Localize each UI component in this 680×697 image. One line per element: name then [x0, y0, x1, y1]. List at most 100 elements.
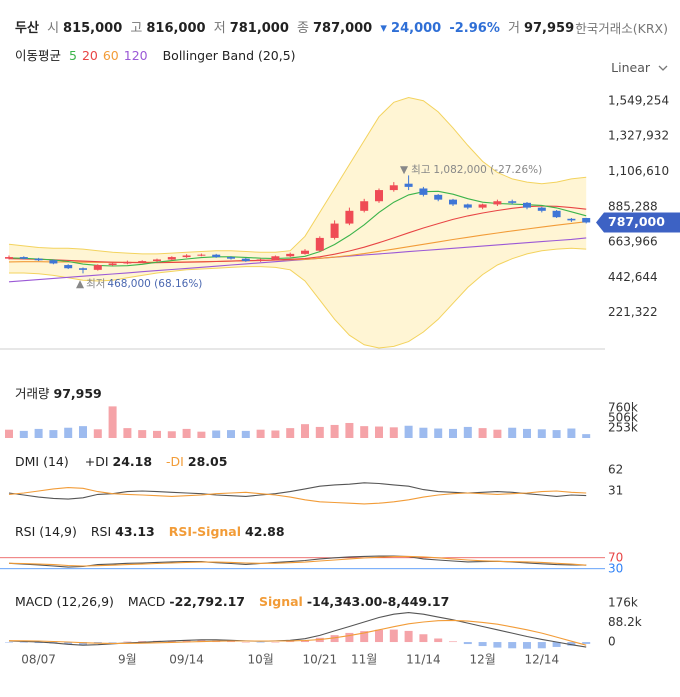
- band-legend: Bollinger Band (20,5): [162, 48, 296, 63]
- volume-bar: [389, 427, 398, 438]
- candle-body: [167, 257, 176, 260]
- legend-value: 97,959: [53, 386, 102, 401]
- volume-bar: [463, 426, 472, 438]
- macd-legend: MACD (12,26,9) MACD -22,792.17 Signal -14,…: [15, 594, 453, 609]
- histogram-bar: [434, 638, 443, 643]
- annotation-part: 최저: [86, 278, 105, 290]
- volume-bar: [167, 431, 176, 438]
- histogram-bar: [227, 641, 235, 643]
- volume-bar: [286, 428, 295, 438]
- volume-bar: [64, 427, 73, 438]
- histogram-bar: [256, 642, 265, 643]
- volume-bar: [567, 428, 576, 438]
- histogram-bar: [582, 642, 591, 644]
- candle-body: [301, 250, 309, 254]
- candle-body: [315, 237, 324, 251]
- y-tick-label: 442,644: [608, 270, 658, 284]
- volume-bar: [227, 430, 235, 438]
- x-tick-label: 11월: [351, 653, 377, 667]
- indicator-line: [8, 612, 587, 648]
- candle-body: [64, 265, 73, 269]
- annotation: ▼ 최고 1,082,000 (-27.26%): [400, 164, 542, 176]
- candle-body: [153, 259, 161, 262]
- histogram-bar: [493, 642, 502, 648]
- candle-body: [123, 261, 132, 264]
- candle-body: [493, 201, 502, 205]
- ma-legend: 120: [123, 48, 148, 63]
- histogram-bar: [463, 642, 472, 645]
- y-tick-label: 1,327,932: [608, 129, 669, 143]
- histogram-bar: [301, 640, 309, 643]
- histogram-bar: [404, 630, 413, 643]
- x-tick-label: 11/14: [406, 653, 441, 667]
- histogram-bar: [375, 629, 383, 643]
- histogram-bar: [123, 641, 132, 643]
- candle-body: [552, 210, 561, 218]
- y-tick-label: 885,288: [608, 199, 658, 213]
- volume-bar: [404, 425, 413, 438]
- histogram-bar: [419, 634, 428, 643]
- close-label: 종: [297, 21, 310, 36]
- quote-header: 두산 시 815,000 고 816,000 저 781,000 종 787,000 ▾…: [15, 17, 578, 36]
- annotation-part: 최고: [411, 164, 431, 176]
- moving-average: [8, 205, 587, 264]
- candle-body: [375, 190, 383, 202]
- volume-bar: [197, 431, 206, 438]
- x-tick-label: 08/07: [21, 653, 56, 667]
- candle-body: [434, 194, 443, 200]
- candle-body: [271, 256, 280, 260]
- panel-title: MACD (12,26,9): [15, 594, 114, 609]
- high-value: 816,000: [146, 21, 206, 36]
- candle-body: [419, 188, 428, 195]
- volume-bar: [315, 426, 324, 438]
- legend-value: -8,449.17: [382, 594, 450, 609]
- legend-value: -22,792.17: [169, 594, 245, 609]
- histogram-bar: [523, 642, 531, 649]
- candle-body: [449, 199, 457, 205]
- y-tick-label: 506k: [608, 410, 638, 424]
- volume-bar: [241, 430, 250, 438]
- volume-bar: [182, 428, 191, 438]
- y-tick-label: 70: [608, 550, 623, 564]
- volume-bar: [271, 430, 280, 438]
- histogram-bar: [330, 635, 339, 643]
- histogram-bar: [5, 642, 13, 643]
- candle-body: [197, 254, 206, 256]
- candle-body: [256, 259, 265, 262]
- histogram-bar: [537, 642, 546, 649]
- y-tick-label: 760k: [608, 400, 638, 414]
- candle-body: [478, 204, 487, 208]
- volume-bar: [449, 428, 457, 438]
- volume-bar: [375, 426, 383, 438]
- volume-bar: [123, 428, 132, 438]
- candle-body: [404, 183, 413, 187]
- price-tag-label: 787,000: [608, 214, 665, 229]
- candle-body: [537, 207, 546, 211]
- legend-name: RSI-Signal: [168, 524, 242, 539]
- y-tick-label: 88.2k: [608, 615, 642, 629]
- bollinger-fill: [9, 97, 587, 348]
- volume-bar: [434, 428, 443, 438]
- candle-body: [19, 257, 28, 259]
- candle-body: [582, 217, 591, 223]
- candle-body: [108, 263, 117, 266]
- open-label: 시: [47, 21, 60, 36]
- change-value: 24,000: [391, 21, 442, 36]
- candle-body: [567, 218, 576, 221]
- volume-bar: [79, 426, 87, 438]
- volume-bar: [552, 430, 561, 438]
- ma-legend: 5: [69, 48, 77, 63]
- legend-value: 42.88: [245, 524, 285, 539]
- indicator-line: [8, 482, 587, 500]
- y-tick-label: 663,966: [608, 235, 658, 249]
- y-tick-label: 31: [608, 483, 623, 497]
- candle-body: [286, 253, 295, 257]
- volume-bar: [212, 430, 221, 438]
- bollinger-lower: [9, 247, 587, 349]
- scale-mode-select[interactable]: Linear: [611, 60, 668, 75]
- annotation: ▲ 최저 468,000 (68.16%): [76, 278, 202, 290]
- indicator-legend: 이동평균 5 20 60 120 Bollinger Band (20,5): [15, 45, 300, 64]
- histogram-bar: [138, 641, 147, 643]
- y-tick-label: 1,106,610: [608, 164, 669, 178]
